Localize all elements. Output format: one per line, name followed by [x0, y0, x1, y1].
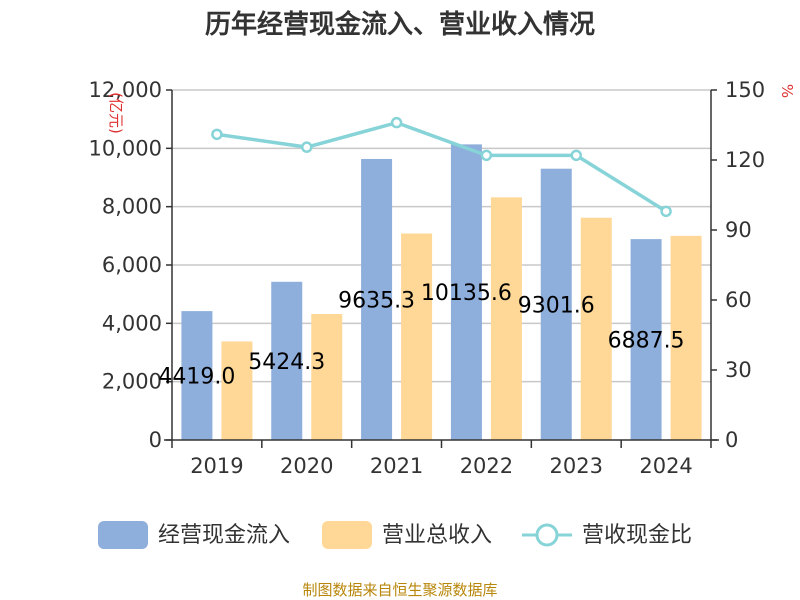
x-tick-label-2024: 2024	[639, 454, 692, 478]
bar-cash-inflow-2024	[630, 239, 662, 440]
legend-label-cash-inflow: 经营现金流入	[158, 523, 290, 548]
left-tick-label-0: 0	[149, 428, 162, 452]
right-tick-label-4: 120	[725, 148, 765, 172]
bar-data-labels: 4419.0 5424.3 9635.3 10135.6 9301.6 6887.5	[158, 281, 684, 389]
bar-data-label-2020: 5424.3	[248, 350, 325, 375]
bar-total-revenue-2020	[311, 314, 343, 440]
bar-data-label-2019: 4419.0	[158, 365, 235, 390]
ratio-point-2023	[570, 149, 582, 162]
left-tick-label-2: 4,000	[102, 311, 162, 335]
legend-item-total-revenue[interactable]: 营业总收入	[322, 521, 492, 549]
bar-cash-inflow-2023	[540, 168, 572, 440]
bar-total-revenue-2024	[670, 235, 702, 440]
bars	[181, 144, 702, 441]
left-tick-label-4: 8,000	[102, 195, 162, 219]
ratio-point-2020	[301, 141, 313, 153]
bar-data-label-2024: 6887.5	[608, 329, 685, 354]
bar-total-revenue-2022	[490, 197, 522, 440]
x-tick-label-2020: 2020	[280, 454, 333, 478]
legend-swatch-total-revenue	[322, 521, 372, 549]
left-tick-label-3: 6,000	[102, 253, 162, 277]
bar-cash-inflow-2019	[181, 311, 213, 440]
bar-data-label-2021: 9635.3	[338, 288, 415, 313]
x-tick-label-2019: 2019	[190, 454, 243, 478]
legend-swatch-cash-inflow	[98, 521, 148, 549]
x-tick-label-2023: 2023	[550, 454, 603, 478]
right-tick-label-5: 150	[725, 78, 765, 102]
right-tick-label-1: 30	[725, 358, 752, 382]
left-tick-label-1: 2,000	[102, 370, 162, 394]
legend-marker-ratio	[535, 523, 559, 547]
ratio-point-2024	[660, 205, 672, 218]
grid-lines	[172, 89, 711, 383]
ratio-line	[211, 116, 672, 218]
legend[interactable]: 经营现金流入 营业总收入 营收现金比	[98, 521, 692, 549]
bar-cash-inflow-2020	[271, 281, 303, 440]
legend-item-cash-inflow[interactable]: 经营现金流入	[98, 521, 290, 549]
ratio-point-2022	[480, 149, 493, 162]
bar-data-label-2022: 10135.6	[421, 281, 512, 306]
x-tick-label-2021: 2021	[370, 454, 423, 478]
bar-total-revenue-2019	[221, 341, 253, 440]
axes: 0 2,000 4,000 6,000 8,000 10,000 12,000 0 30 60 90…	[89, 78, 796, 478]
right-tick-label-2: 60	[725, 288, 752, 312]
ratio-point-2019	[211, 128, 223, 141]
bar-total-revenue-2023	[580, 217, 612, 440]
legend-label-total-revenue: 营业总收入	[382, 523, 492, 548]
right-tick-label-0: 0	[725, 428, 738, 452]
x-tick-label-2022: 2022	[460, 454, 513, 478]
bar-data-label-2023: 9301.6	[518, 293, 595, 318]
right-axis-unit: %	[778, 84, 796, 98]
ratio-series-line	[216, 120, 668, 213]
source-note: 制图数据来自恒生聚源数据库	[302, 581, 497, 599]
left-axis-unit: (亿元)	[107, 92, 125, 134]
legend-item-ratio[interactable]: 营收现金比	[522, 523, 692, 548]
right-tick-label-3: 90	[725, 218, 752, 242]
left-tick-label-6: 12,000	[89, 78, 162, 102]
left-tick-label-5: 10,000	[89, 136, 162, 160]
bar-cash-inflow-2021	[361, 158, 393, 441]
chart-title: 历年经营现金流入、营业收入情况	[205, 9, 595, 40]
bar-cash-inflow-2022	[450, 144, 482, 440]
ratio-point-2021	[390, 116, 403, 129]
bar-total-revenue-2021	[401, 233, 433, 440]
legend-label-ratio: 营收现金比	[582, 523, 692, 548]
